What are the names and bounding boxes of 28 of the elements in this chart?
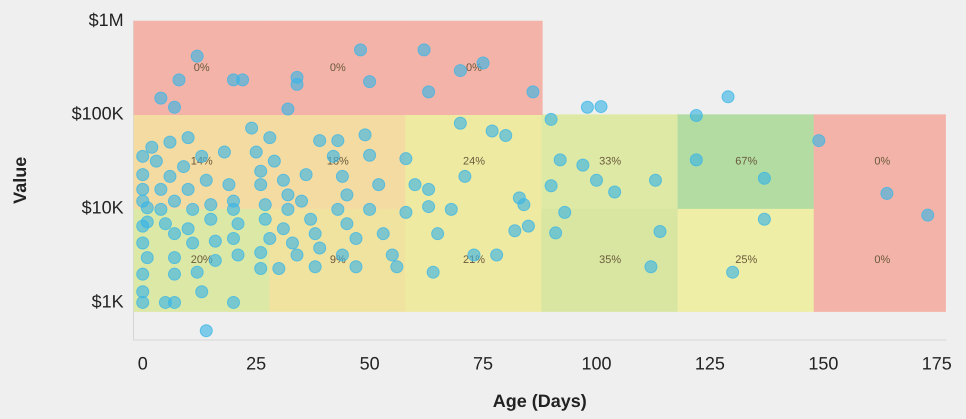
x-tick-label: 25 <box>246 354 266 374</box>
annotation: 35% <box>599 254 622 266</box>
annotation: 14% <box>190 156 213 168</box>
bar <box>134 208 270 312</box>
annotation: 0% <box>874 156 891 168</box>
annotation: 0% <box>194 62 210 74</box>
x-tick-label: 125 <box>694 354 725 374</box>
annotation: 33% <box>599 156 622 168</box>
annotation: 24% <box>462 156 486 168</box>
x-tick-label: 150 <box>808 354 838 374</box>
x-axis-title: Age (Days) <box>492 391 587 412</box>
y-tick-label: $1M <box>88 10 124 30</box>
annotation: 0% <box>330 62 346 74</box>
x-tick-label: 75 <box>473 354 494 374</box>
y-tick-label: $1K <box>92 291 124 312</box>
annotation: 67% <box>735 156 758 168</box>
y-tick-label: $10K <box>82 198 124 218</box>
annotation: 25% <box>735 254 758 266</box>
x-tick-label: 0 <box>138 354 148 374</box>
x-tick-label: 100 <box>581 354 612 374</box>
y-tick-label: $100K <box>72 104 124 124</box>
x-tick-label: 175 <box>922 354 952 374</box>
annotation: 21% <box>462 254 486 266</box>
annotation: 9% <box>330 254 346 266</box>
annotation: 18% <box>326 156 350 168</box>
annotation: 0% <box>874 254 891 266</box>
y-axis-title: Value <box>10 156 30 204</box>
x-tick-label: 50 <box>360 354 380 374</box>
